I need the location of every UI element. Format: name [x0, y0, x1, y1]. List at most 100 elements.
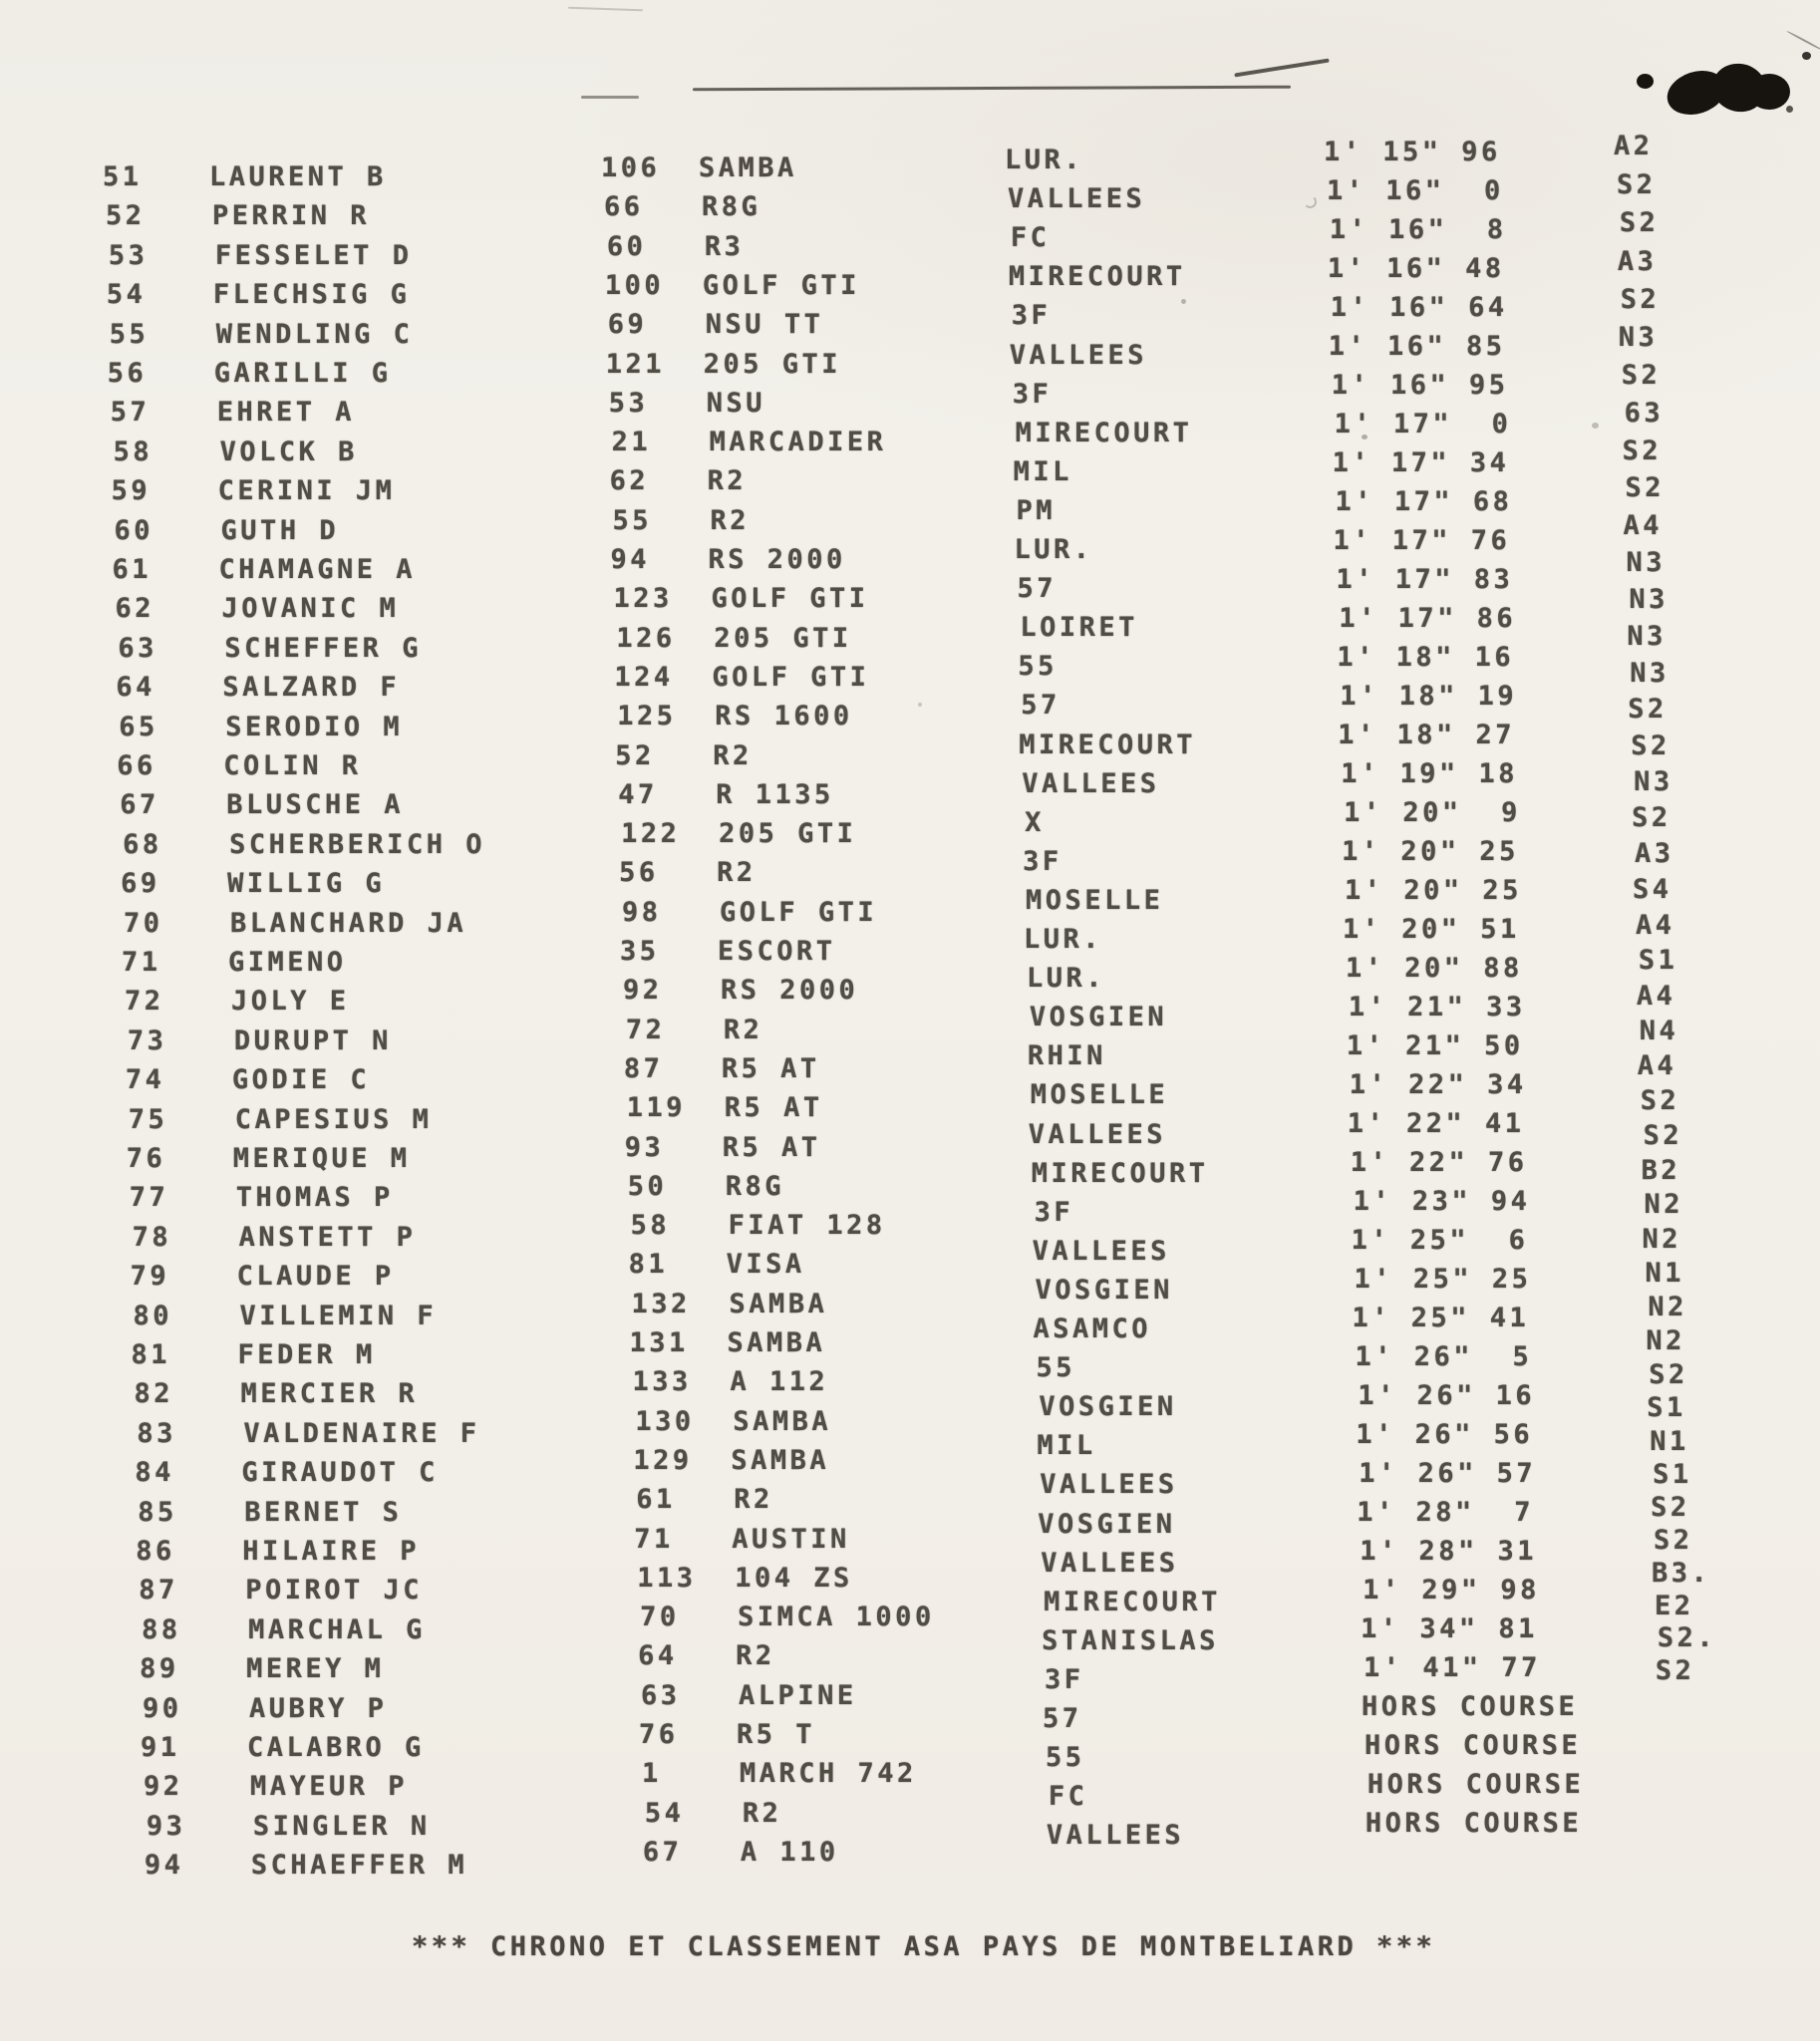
- car-cell: R2: [723, 1014, 763, 1045]
- car_no-cell: 60: [606, 230, 647, 262]
- car_no-cell: 66: [603, 191, 644, 223]
- class-cell: S2: [1631, 729, 1670, 761]
- club-cell: VOSGIEN: [1039, 1391, 1177, 1423]
- time-cell: 1' 23" 94: [1353, 1186, 1531, 1217]
- car-cell: NSU TT: [705, 309, 824, 341]
- driver-cell: MERCIER R: [240, 1378, 419, 1410]
- club-cell: 57: [1021, 690, 1061, 722]
- car-cell: SAMBA: [733, 1405, 832, 1437]
- pos-cell: 92: [143, 1771, 183, 1803]
- club-cell: MOSELLE: [1026, 884, 1164, 916]
- car_no-cell: 125: [617, 701, 677, 732]
- driver-cell: SINGLER N: [252, 1810, 431, 1842]
- car_no-cell: 58: [630, 1210, 671, 1242]
- pos-cell: 83: [137, 1417, 176, 1449]
- class-cell: A3: [1635, 838, 1674, 870]
- time-cell: HORS COURSE: [1362, 1691, 1579, 1722]
- time-cell: 1' 21" 50: [1346, 1030, 1524, 1061]
- time-cell: 1' 20" 88: [1345, 953, 1523, 984]
- pos-cell: 73: [127, 1024, 167, 1056]
- class-cell: S2: [1628, 694, 1668, 726]
- driver-cell: BLUSCHE A: [226, 789, 404, 821]
- time-cell: 1' 22" 41: [1347, 1108, 1525, 1139]
- driver-cell: LAURENT B: [209, 161, 387, 192]
- car-cell: R5 AT: [721, 1052, 820, 1084]
- pos-cell: 86: [136, 1536, 175, 1567]
- club-cell: 55: [1036, 1352, 1075, 1384]
- car-cell: R2: [734, 1484, 773, 1516]
- club-cell: LUR.: [1005, 145, 1084, 175]
- club-cell: MIRECOURT: [1044, 1586, 1221, 1617]
- club-cell: VOSGIEN: [1038, 1508, 1176, 1540]
- car_no-cell: 50: [627, 1170, 668, 1202]
- pos-cell: 74: [125, 1064, 165, 1096]
- car-cell: RS 2000: [720, 975, 859, 1007]
- time-cell: 1' 26" 56: [1356, 1419, 1534, 1450]
- class-cell: N1: [1650, 1425, 1689, 1457]
- class-cell: N2: [1644, 1189, 1684, 1221]
- driver-cell: GODIE C: [231, 1064, 371, 1096]
- driver-cell: CALABRO G: [247, 1732, 425, 1763]
- pos-cell: 93: [146, 1810, 186, 1842]
- driver-cell: VILLEMIN F: [239, 1300, 438, 1331]
- pos-cell: 85: [138, 1496, 177, 1528]
- club-cell: MIRECOURT: [1031, 1157, 1209, 1189]
- car_no-cell: 129: [633, 1444, 693, 1476]
- club-cell: 3F: [1034, 1196, 1074, 1228]
- driver-cell: CAPESIUS M: [234, 1103, 433, 1135]
- ink-blob-spot: [1785, 30, 1820, 52]
- car_no-cell: 81: [628, 1249, 669, 1281]
- club-cell: 55: [1045, 1742, 1085, 1774]
- time-cell: 1' 16" 64: [1330, 292, 1508, 323]
- time-cell: 1' 22" 76: [1350, 1147, 1528, 1178]
- car_no-cell: 93: [624, 1131, 665, 1163]
- pos-cell: 81: [131, 1339, 171, 1370]
- car_no-cell: 98: [622, 896, 662, 928]
- pos-cell: 72: [124, 986, 164, 1018]
- car_no-cell: 92: [622, 975, 663, 1007]
- time-cell: 1' 20" 25: [1345, 875, 1522, 906]
- driver-cell: MARCHAL G: [248, 1613, 426, 1645]
- club-cell: VOSGIEN: [1035, 1274, 1173, 1306]
- driver-cell: MERIQUE M: [232, 1143, 411, 1174]
- class-cell: N3: [1618, 322, 1659, 354]
- driver-cell: BLANCHARD JA: [230, 907, 467, 939]
- class-cell: N3: [1627, 620, 1667, 652]
- class-cell: A4: [1637, 1050, 1677, 1082]
- class-cell: S2: [1619, 207, 1660, 239]
- driver-cell: SALZARD F: [222, 672, 401, 704]
- car_no-cell: 133: [632, 1366, 692, 1398]
- scan-speck: [1592, 423, 1599, 429]
- time-cell: 1' 21" 33: [1348, 992, 1526, 1022]
- driver-cell: COLIN R: [223, 750, 362, 781]
- driver-cell: JOLY E: [230, 986, 350, 1018]
- scan-artifact-line: [567, 6, 644, 12]
- driver-cell: SERODIO M: [225, 711, 404, 742]
- class-cell: A4: [1623, 509, 1664, 541]
- pos-cell: 67: [120, 789, 159, 821]
- class-cell: B3.: [1652, 1558, 1711, 1589]
- time-cell: 1' 20" 51: [1343, 914, 1520, 945]
- time-cell: 1' 25" 6: [1351, 1225, 1529, 1256]
- car-cell: SAMBA: [699, 152, 797, 183]
- time-cell: 1' 17" 86: [1339, 603, 1517, 634]
- club-cell: MIRECOURT: [1015, 417, 1193, 448]
- car-cell: SIMCA 1000: [738, 1602, 935, 1633]
- car_no-cell: 69: [607, 309, 648, 341]
- driver-cell: SCHEFFER G: [224, 632, 422, 664]
- club-cell: VOSGIEN: [1029, 1002, 1168, 1033]
- class-cell: S2: [1649, 1358, 1688, 1390]
- driver-cell: FLECHSIG G: [212, 279, 411, 311]
- driver-cell: GIMENO: [228, 947, 347, 978]
- club-cell: 3F: [1011, 300, 1052, 332]
- pos-cell: 64: [116, 672, 155, 704]
- car-cell: R5 T: [737, 1719, 816, 1750]
- car_no-cell: 87: [623, 1052, 664, 1084]
- club-cell: LOIRET: [1020, 612, 1138, 644]
- car_no-cell: 64: [638, 1640, 678, 1672]
- club-cell: MIL: [1037, 1430, 1096, 1462]
- class-cell: N4: [1639, 1016, 1679, 1046]
- club-cell: VALLEES: [1009, 339, 1148, 371]
- driver-cell: HILAIRE P: [242, 1536, 421, 1567]
